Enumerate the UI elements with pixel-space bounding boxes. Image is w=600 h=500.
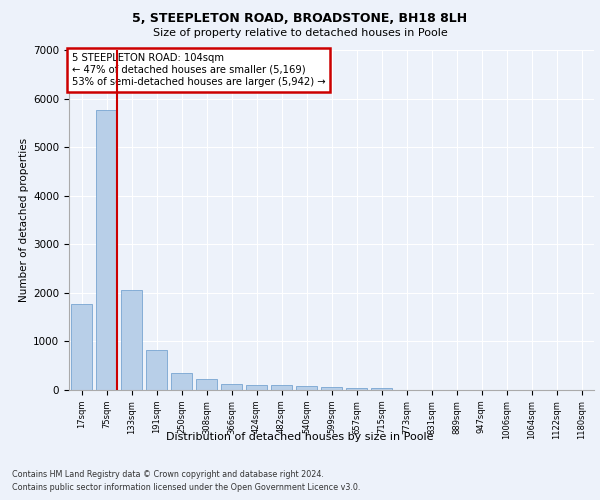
Bar xyxy=(296,386,317,390)
Bar xyxy=(196,380,217,390)
Bar xyxy=(346,388,367,390)
Bar xyxy=(246,385,267,390)
Text: 5, STEEPLETON ROAD, BROADSTONE, BH18 8LH: 5, STEEPLETON ROAD, BROADSTONE, BH18 8LH xyxy=(133,12,467,26)
Bar xyxy=(371,388,392,390)
Bar xyxy=(96,110,117,390)
Text: Distribution of detached houses by size in Poole: Distribution of detached houses by size … xyxy=(166,432,434,442)
Text: 5 STEEPLETON ROAD: 104sqm
← 47% of detached houses are smaller (5,169)
53% of se: 5 STEEPLETON ROAD: 104sqm ← 47% of detac… xyxy=(71,54,325,86)
Bar xyxy=(171,374,192,390)
Y-axis label: Number of detached properties: Number of detached properties xyxy=(19,138,29,302)
Text: Contains HM Land Registry data © Crown copyright and database right 2024.: Contains HM Land Registry data © Crown c… xyxy=(12,470,324,479)
Text: Size of property relative to detached houses in Poole: Size of property relative to detached ho… xyxy=(152,28,448,38)
Bar xyxy=(321,386,342,390)
Bar xyxy=(146,350,167,390)
Bar xyxy=(121,290,142,390)
Bar xyxy=(221,384,242,390)
Bar xyxy=(271,386,292,390)
Text: Contains public sector information licensed under the Open Government Licence v3: Contains public sector information licen… xyxy=(12,482,361,492)
Bar xyxy=(71,304,92,390)
